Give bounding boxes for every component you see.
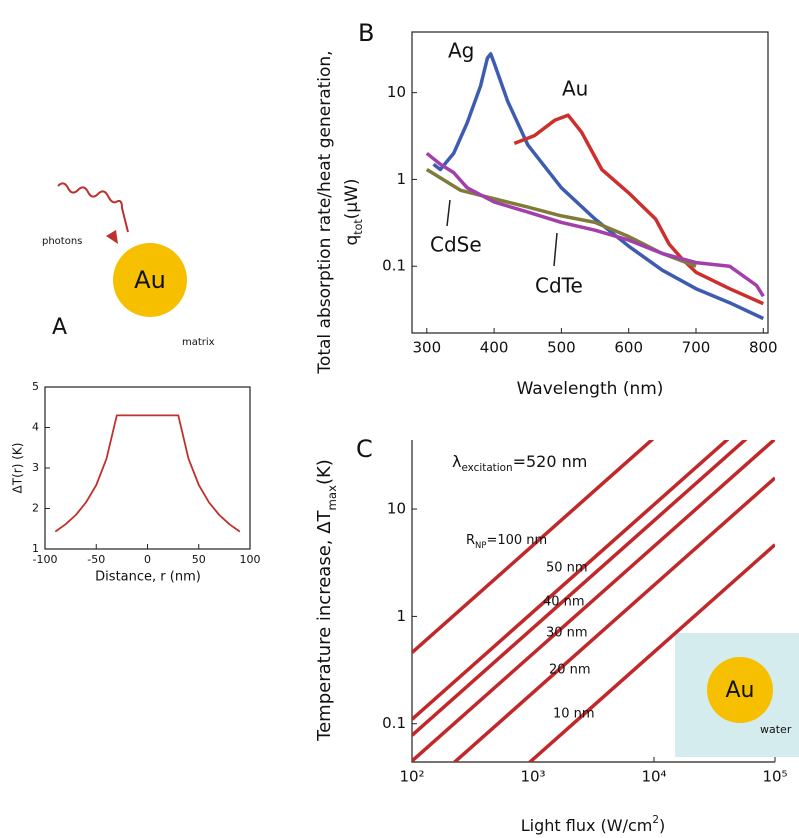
- y-tick-label: 10: [387, 83, 406, 101]
- series-label: Ag: [448, 39, 474, 63]
- x-axis-title-part: 2: [652, 814, 659, 826]
- y-axis-title-part: max: [325, 485, 339, 511]
- y-axis-title-part: q: [342, 235, 362, 246]
- series-label: 20 nm: [549, 663, 591, 678]
- series-label: Au: [562, 77, 588, 101]
- series-line: [412, 440, 655, 654]
- y-tick-label: 10: [387, 500, 406, 518]
- y-tick-label: 4: [32, 421, 39, 434]
- x-axis-title: Wavelength (nm): [517, 379, 664, 399]
- cdse-pointer: [446, 199, 451, 227]
- x-tick-label: 100: [240, 553, 261, 566]
- series-line: [452, 476, 775, 762]
- y-axis-title: Total absorption rate/heat generation,: [315, 50, 335, 374]
- x-tick-label: 0: [144, 553, 151, 566]
- x-tick-label: 10²: [399, 768, 424, 786]
- y-axis-title: qtot(μW): [342, 178, 365, 245]
- series-label: CdTe: [535, 274, 583, 298]
- x-tick-label: 10³: [520, 768, 545, 786]
- x-axis-title: Light flux (W/cm2): [521, 814, 666, 835]
- series-label-part: 100 nm: [497, 533, 547, 548]
- series-line: [412, 440, 748, 737]
- y-axis-title-part: (K): [314, 459, 335, 485]
- cdte-pointer: [553, 232, 558, 267]
- x-tick-label: 400: [480, 339, 509, 357]
- series-label-part: NP: [475, 540, 486, 550]
- panel-label: C: [356, 435, 373, 463]
- annotation-part: excitation: [461, 462, 512, 474]
- y-tick-label: 1: [396, 607, 406, 625]
- series-line: [425, 151, 765, 298]
- gold-particle: [113, 243, 187, 317]
- panel-label: A: [52, 315, 67, 340]
- y-axis-title: Temperature increase, ΔTmax(K): [314, 459, 339, 742]
- series-label: 40 nm: [543, 595, 585, 610]
- series-label: CdSe: [430, 233, 482, 257]
- plot-frame: [44, 386, 251, 550]
- photon-arrowhead: [106, 230, 118, 244]
- series-label: 30 nm: [546, 626, 588, 641]
- series-line: [513, 113, 765, 306]
- y-tick-label: 5: [32, 380, 39, 393]
- inset-water-label: water: [760, 723, 792, 736]
- series-label: RNP=100 nm: [466, 533, 547, 550]
- y-axis-title-part: (μW): [342, 178, 362, 219]
- y-tick-label: 0.1: [382, 714, 406, 732]
- annotation-part: =520 nm: [513, 452, 588, 471]
- series-label-part: =: [486, 533, 497, 548]
- y-tick-label: 3: [32, 461, 39, 474]
- x-tick-label: -100: [33, 553, 58, 566]
- x-tick-label: 500: [547, 339, 576, 357]
- x-tick-label: 700: [682, 339, 711, 357]
- x-axis-title-part: ): [659, 816, 665, 835]
- x-tick-label: 10⁴: [641, 768, 666, 786]
- y-tick-label: 0.1: [382, 257, 406, 275]
- inset-particle: [707, 657, 773, 723]
- y-tick-label: 1: [396, 170, 406, 188]
- series-line: [54, 414, 241, 533]
- photons-label: photons: [42, 236, 82, 247]
- x-tick-label: 300: [412, 339, 441, 357]
- photon-wave: [57, 182, 129, 233]
- y-tick-label: 1: [32, 542, 39, 555]
- series-line: [527, 543, 775, 762]
- x-axis-title: Distance, r (nm): [95, 570, 201, 585]
- series-line: [412, 440, 730, 721]
- x-tick-label: 50: [192, 553, 206, 566]
- annotation-part: λ: [452, 452, 461, 471]
- y-axis-title-part: Temperature increase, ΔT: [314, 509, 335, 741]
- y-tick-label: 2: [32, 502, 39, 515]
- x-axis-title-part: Light flux (W/cm: [521, 816, 653, 835]
- x-tick-label: 10⁵: [762, 768, 787, 786]
- x-tick-label: -50: [87, 553, 105, 566]
- panel-label: B: [358, 19, 374, 47]
- plot-frame: [411, 31, 769, 334]
- series-line: [412, 440, 775, 762]
- x-tick-label: 800: [749, 339, 778, 357]
- particle-label: Au: [134, 266, 166, 294]
- series-label-part: R: [466, 533, 475, 548]
- inset-particle-label: Au: [726, 678, 755, 703]
- series-label: 10 nm: [553, 707, 595, 722]
- matrix-label: matrix: [182, 337, 215, 348]
- series-label: 50 nm: [546, 561, 588, 576]
- x-tick-label: 600: [614, 339, 643, 357]
- series-line: [432, 52, 765, 321]
- y-axis-title-part: tot: [352, 219, 365, 235]
- y-axis-title: ΔT(r) (K): [11, 443, 25, 494]
- annotation: λexcitation=520 nm: [452, 452, 587, 475]
